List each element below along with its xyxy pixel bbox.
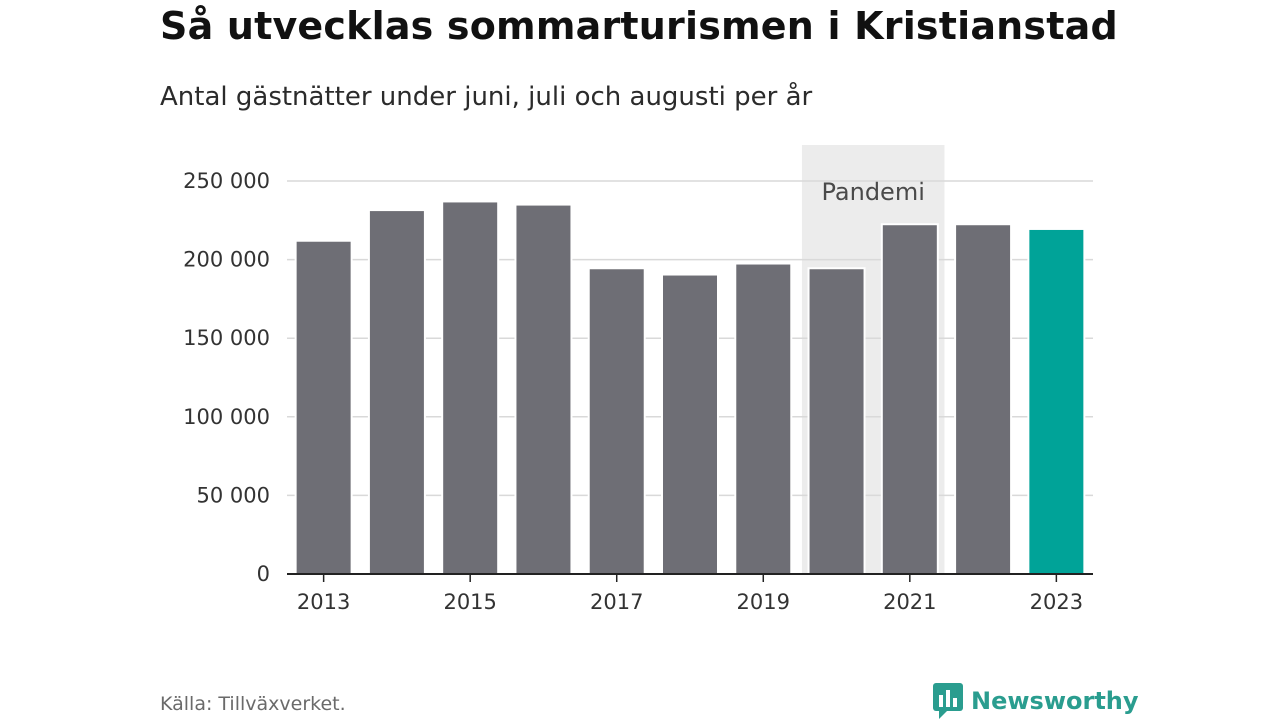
y-axis-ticks: 0 50 000 100 000 150 000 200 000 250 000	[183, 169, 270, 586]
bars	[294, 200, 1086, 576]
bar	[1027, 227, 1086, 575]
x-tick-label: 2019	[737, 590, 790, 614]
x-axis-ticks: 2013 2015 2017 2019 2021 2023	[297, 574, 1083, 614]
brand-name: Newsworthy	[971, 687, 1139, 715]
bar-chart: Pandemi 0 50 000 100 000 150 000 200 000 250 …	[183, 145, 1093, 614]
bar	[880, 223, 939, 575]
y-tick-label: 250 000	[183, 169, 270, 193]
y-tick-label: 150 000	[183, 326, 270, 350]
bar	[734, 262, 793, 575]
bar	[294, 239, 353, 575]
y-tick-label: 100 000	[183, 405, 270, 429]
x-tick-label: 2017	[590, 590, 643, 614]
x-tick-label: 2013	[297, 590, 350, 614]
bar	[661, 273, 719, 575]
bar	[367, 209, 426, 575]
chart-subtitle: Antal gästnätter under juni, juli och au…	[160, 82, 813, 112]
bar	[441, 200, 500, 575]
x-tick-label: 2023	[1030, 590, 1083, 614]
newsworthy-logo-icon	[933, 683, 963, 719]
pandemic-label: Pandemi	[822, 178, 925, 206]
y-tick-label: 0	[257, 562, 270, 586]
bar	[587, 267, 646, 575]
y-tick-label: 50 000	[197, 483, 270, 507]
bar	[514, 203, 573, 576]
x-tick-label: 2015	[443, 590, 496, 614]
chart-title: Så utvecklas sommarturismen i Kristianst…	[160, 4, 1118, 48]
y-tick-label: 200 000	[183, 248, 270, 272]
brand-logo[interactable]: Newsworthy	[933, 683, 1139, 719]
source-note: Källa: Tillväxverket.	[160, 693, 346, 715]
bar	[954, 223, 1013, 575]
bar	[807, 267, 866, 575]
x-tick-label: 2021	[883, 590, 936, 614]
